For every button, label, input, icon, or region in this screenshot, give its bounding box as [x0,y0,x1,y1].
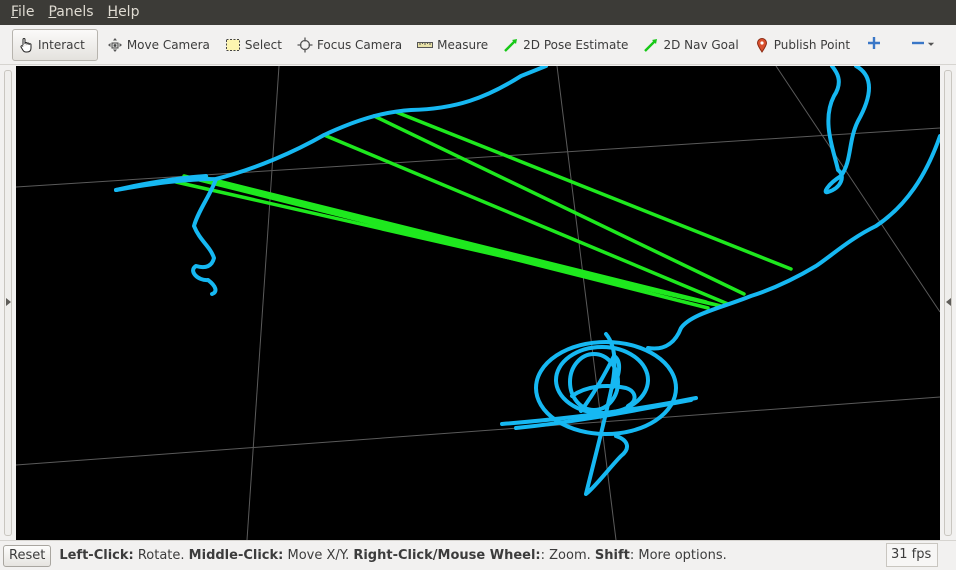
interact-label: Interact [38,37,85,52]
pose-estimate-tool-button[interactable]: 2D Pose Estimate [498,29,638,61]
menu-help[interactable]: Help [107,4,140,20]
publish-point-label: Publish Point [773,37,851,52]
mouse-hint-text: Left-Click: Rotate. Middle-Click: Move X… [59,548,727,563]
move-camera-tool-button[interactable]: Move Camera [102,29,220,61]
tool-bar: Interact Move Camera Select Focus Camera… [0,25,956,65]
map-pin-icon [753,36,771,54]
menu-file[interactable]: File [11,4,35,20]
scan-line [322,133,730,306]
trajectory-loop [534,340,678,436]
reset-button[interactable]: Reset [3,544,52,567]
move-camera-label: Move Camera [126,37,210,52]
render-viewport[interactable] [16,66,940,540]
focus-camera-label: Focus Camera [316,37,403,52]
right-dock-collapse[interactable] [940,66,956,540]
crosshair-icon [296,36,314,54]
trajectory-segment [514,398,693,430]
pose-estimate-label: 2D Pose Estimate [523,37,629,52]
minus-icon [910,35,926,54]
measure-tool-button[interactable]: Measure [412,29,498,61]
scan-line [394,110,793,271]
trajectory-segment [191,177,218,296]
menu-bar: File Panels Help [0,0,956,25]
menu-panels[interactable]: Panels [48,4,94,20]
laser-scan-lines [174,110,793,310]
trajectory-segment [570,384,637,408]
grid-line [556,66,617,540]
expand-left-arrow-icon [6,298,11,306]
chevron-down-icon [926,38,936,52]
left-dock-collapse[interactable] [0,66,16,540]
remove-tool-button[interactable] [904,29,942,61]
scan-line [190,176,710,310]
hand-pointer-icon [17,36,35,54]
status-bar: Reset Left-Click: Rotate. Middle-Click: … [0,540,956,570]
select-box-icon [224,36,242,54]
trajectory-segment [584,332,629,496]
measure-label: Measure [437,37,489,52]
select-tool-button[interactable]: Select [220,29,292,61]
green-arrow-icon [642,36,660,54]
fps-counter: 31 fps [886,543,938,567]
select-label: Select [244,37,282,52]
publish-point-tool-button[interactable]: Publish Point [749,29,860,61]
grid-line [775,66,940,313]
grid-line [16,127,940,188]
interact-tool-button[interactable]: Interact [12,28,98,61]
move-camera-icon [106,36,124,54]
nav-goal-label: 2D Nav Goal [663,37,739,52]
focus-camera-tool-button[interactable]: Focus Camera [292,29,412,61]
nav-goal-tool-button[interactable]: 2D Nav Goal [638,29,748,61]
trajectory-segment [579,354,621,413]
scan-line [204,176,708,304]
grid-line [16,396,940,466]
scan-line [372,114,746,296]
trajectory-segment [114,66,548,192]
expand-right-arrow-icon [946,298,951,306]
trajectory-segment [114,174,208,192]
robot-path [114,66,940,496]
trajectory-segment [823,66,871,195]
scene-canvas[interactable] [16,66,940,540]
trajectory-loop [568,352,620,412]
plus-icon [866,35,882,54]
ruler-icon [416,36,434,54]
grid-line [246,66,280,540]
trajectory-segment [646,134,940,351]
green-arrow-icon [502,36,520,54]
add-tool-button[interactable] [860,29,888,61]
grid [16,66,940,540]
